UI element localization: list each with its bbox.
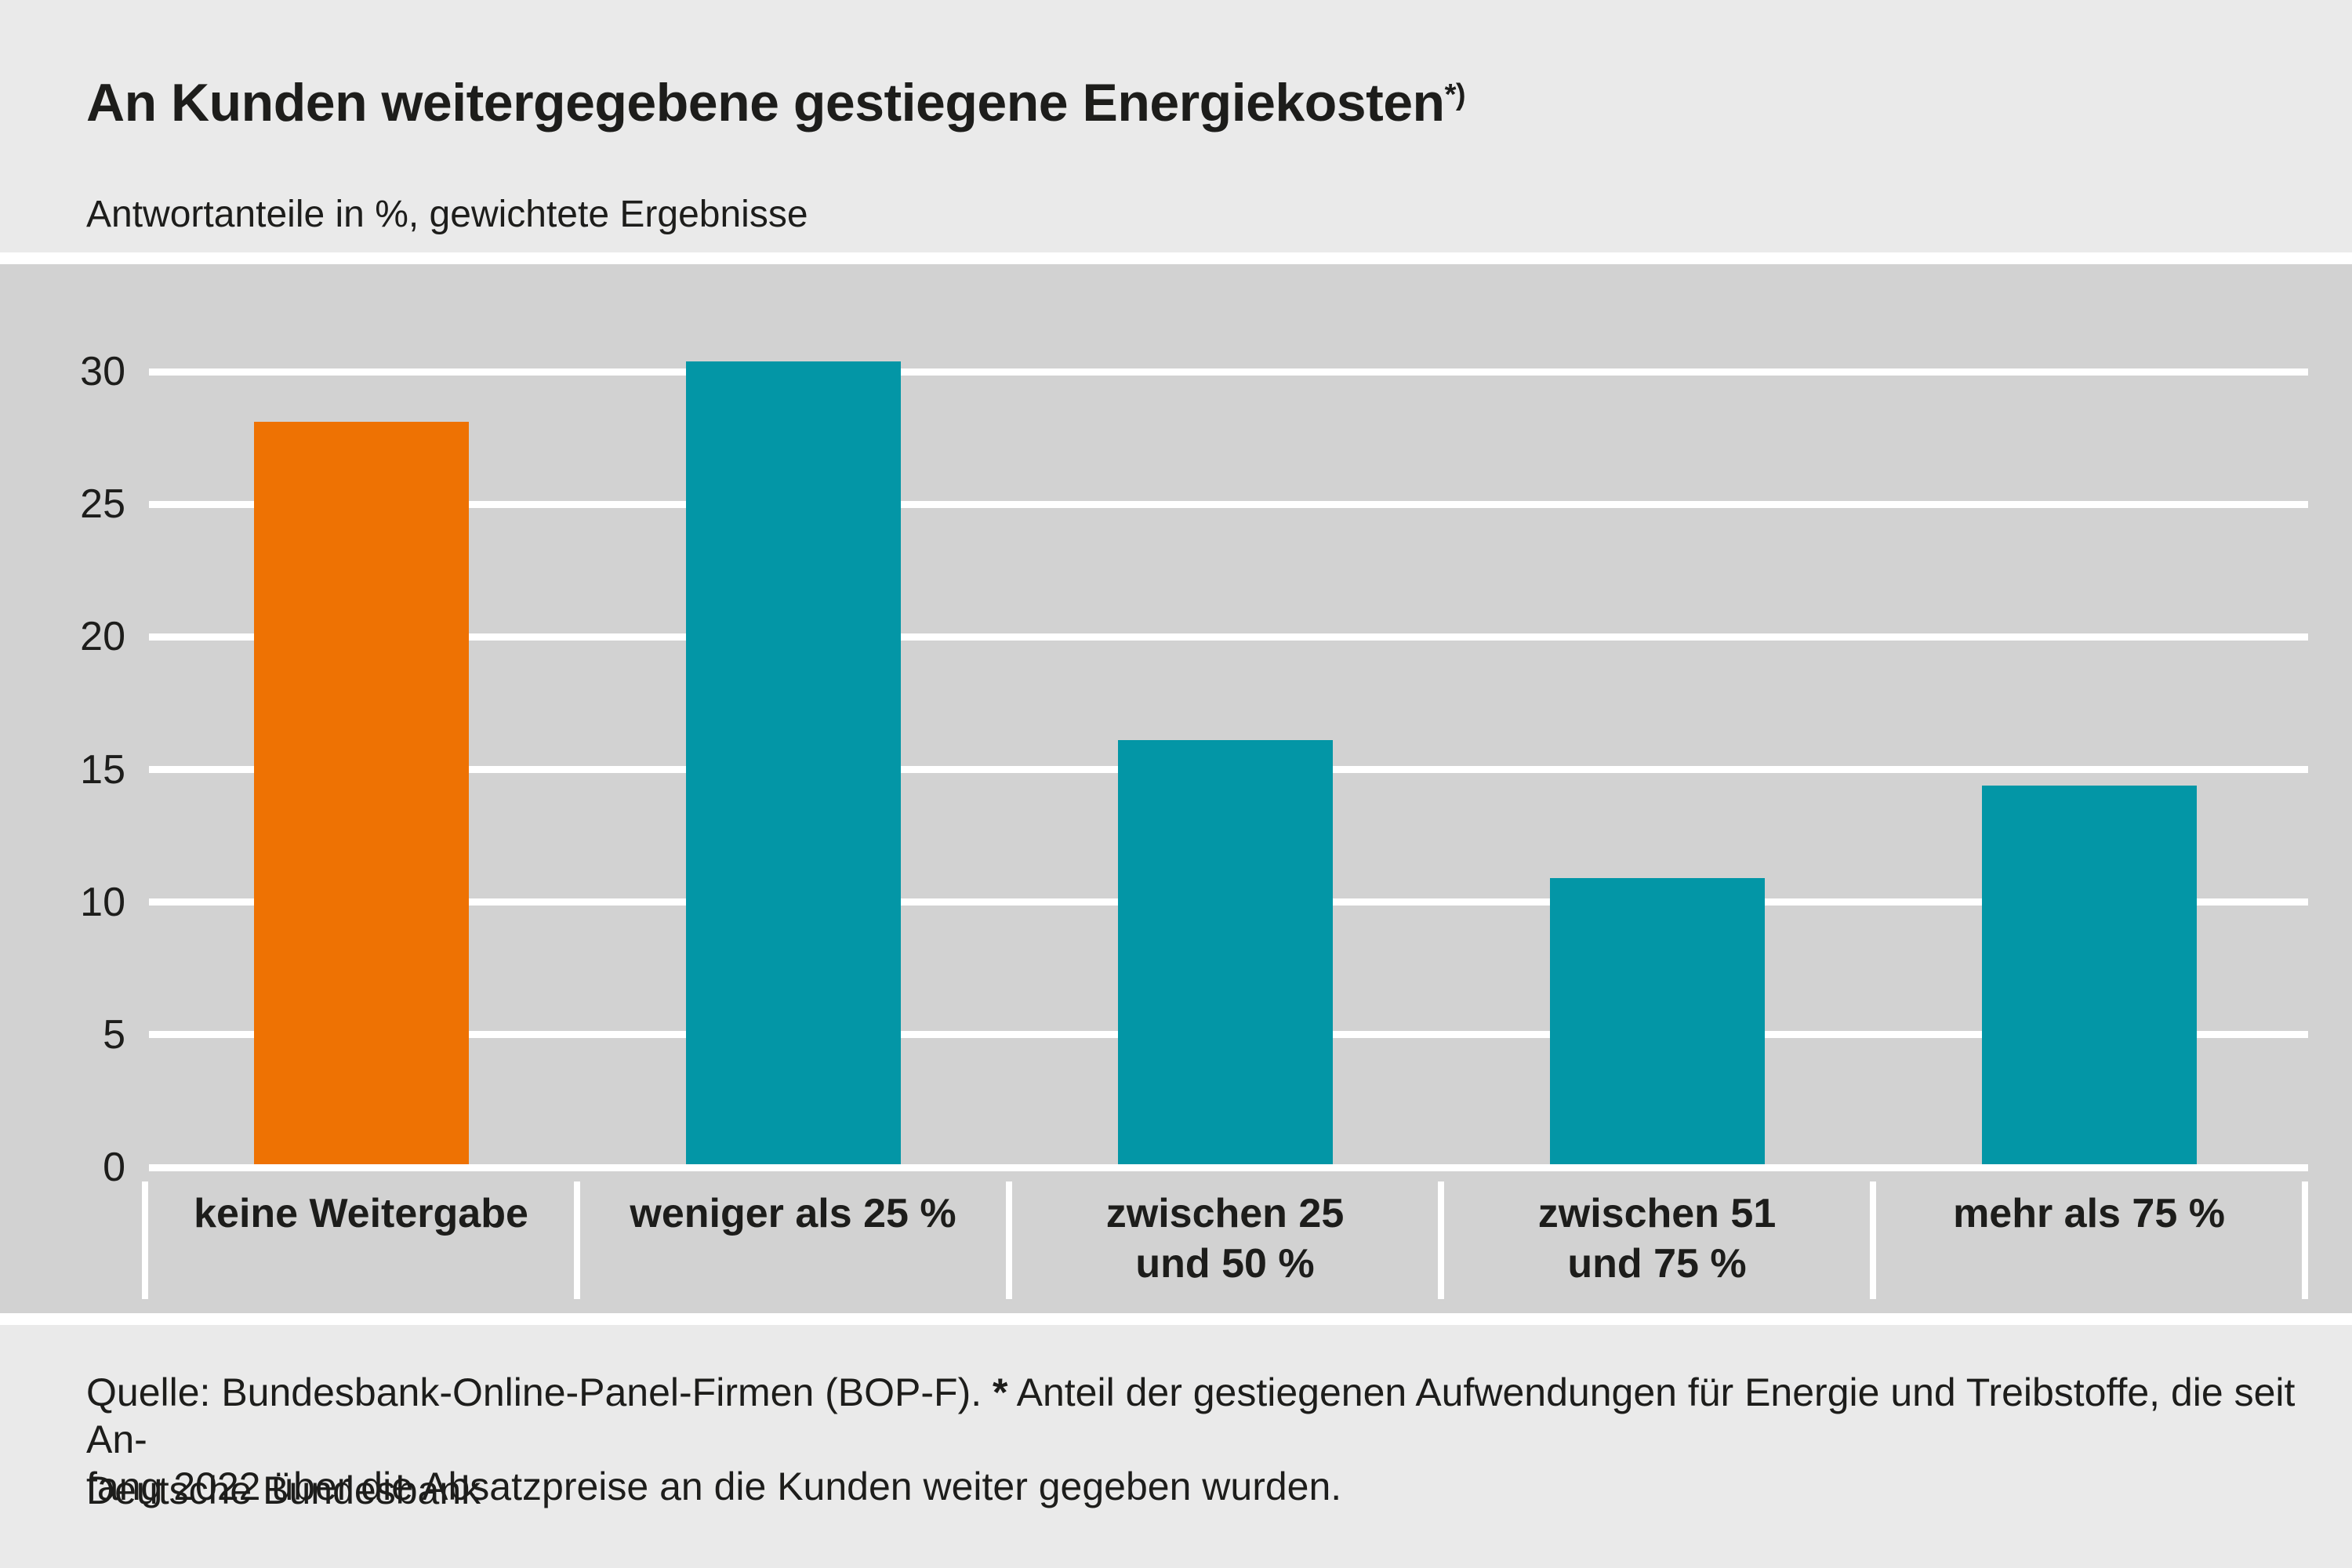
bar-weniger-als-25 (686, 361, 901, 1164)
x-axis-label-mehr-als-75: mehr als 75 % (1953, 1191, 2225, 1236)
x-axis-tick-2 (1006, 1181, 1012, 1299)
x-axis-label-keine-weitergabe: keine Weitergabe (194, 1191, 528, 1236)
page-title: An Kunden weitergegebene gestiegene Ener… (86, 72, 1466, 133)
x-axis-tick-0 (142, 1181, 148, 1299)
chart-band: 0 5 10 15 20 25 30 keine Weitergabe weniger als … (0, 252, 2352, 1325)
plot-area: 0 5 10 15 20 25 30 keine Weitergabe weniger als … (0, 264, 2352, 1313)
x-axis-tick-4 (1870, 1181, 1876, 1299)
publisher-label: Deutsche Bundesbank (86, 1468, 481, 1512)
x-axis-label-zwischen-25-und-50: zwischen 25 und 50 % (1105, 1191, 1345, 1287)
y-axis-tick-label-20: 20 (80, 614, 125, 659)
x-axis-label-zwischen-51-und-75: zwischen 51 und 75 % (1537, 1191, 1777, 1287)
page-title-text: An Kunden weitergegebene gestiegene Ener… (86, 73, 1445, 132)
y-gridline-30 (149, 368, 2308, 376)
footnote-asterisk: * (993, 1370, 1008, 1414)
y-axis-tick-label-10: 10 (80, 880, 125, 925)
source-note-line1: Anteil der gestiegenen Aufwendungen für … (86, 1370, 2296, 1461)
bar-zwischen-25-und-50 (1118, 740, 1333, 1164)
source-note-line2: fang 2022 über die Absatzpreise an die K… (86, 1465, 1342, 1508)
y-gridline-0 (149, 1164, 2308, 1171)
y-axis-tick-label-0: 0 (103, 1145, 125, 1190)
x-axis-tick-1 (574, 1181, 580, 1299)
bar-zwischen-51-und-75 (1550, 878, 1765, 1164)
source-note: Quelle: Bundesbank-Online-Panel-Firmen (… (86, 1369, 2328, 1510)
y-axis-tick-label-5: 5 (103, 1012, 125, 1058)
x-axis-tick-3 (1438, 1181, 1444, 1299)
y-axis-tick-label-30: 30 (80, 349, 125, 394)
source-label: Quelle: Bundesbank-Online-Panel-Firmen (… (86, 1370, 993, 1414)
y-gridline-20 (149, 633, 2308, 641)
y-gridline-25 (149, 501, 2308, 508)
y-axis-tick-label-25: 25 (80, 481, 125, 527)
bar-keine-weitergabe (254, 422, 469, 1164)
x-axis-tick-5 (2302, 1181, 2308, 1299)
footnote-marker: *) (1444, 78, 1466, 112)
bar-mehr-als-75 (1982, 786, 2197, 1164)
chart-subtitle: Antwortanteile in %, gewichtete Ergebnis… (86, 194, 808, 235)
y-axis-tick-label-15: 15 (80, 747, 125, 793)
x-axis-label-weniger-als-25: weniger als 25 % (630, 1191, 956, 1236)
